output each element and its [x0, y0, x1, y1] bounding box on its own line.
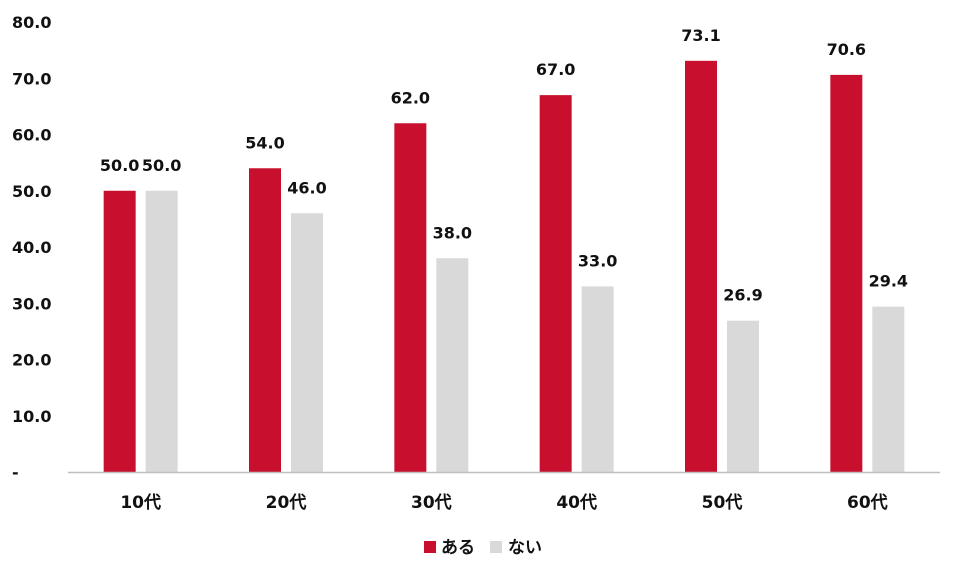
data-label: 26.9: [723, 286, 762, 305]
legend-swatch: [424, 541, 436, 553]
bar-nai: [291, 213, 323, 472]
x-tick-label: 10代: [120, 492, 161, 513]
y-tick-label: 80.0: [12, 13, 51, 32]
bar-aru: [830, 74, 863, 472]
data-label: 54.0: [245, 133, 284, 152]
y-axis: - 10.0 20.0 30.0 40.0 50.0 60.0 70.0 80.0: [12, 13, 51, 482]
bar-nai: [436, 258, 469, 472]
y-tick-label: -: [12, 463, 19, 482]
y-tick-label: 50.0: [12, 182, 51, 201]
bar-nai: [145, 190, 178, 472]
data-label: 46.0: [287, 178, 326, 197]
x-tick-label: 30代: [411, 492, 452, 513]
legend: ある ない: [424, 538, 542, 558]
data-label: 73.1: [681, 26, 720, 45]
bar-aru: [394, 123, 427, 472]
bar-aru: [249, 168, 281, 472]
y-tick-label: 20.0: [12, 351, 51, 370]
data-label: 62.0: [391, 88, 430, 107]
x-axis: 10代 20代 30代 40代 50代 60代: [120, 492, 887, 513]
x-tick-label: 50代: [702, 492, 743, 513]
data-label: 33.0: [578, 251, 617, 270]
bar-aru: [103, 190, 136, 472]
x-tick-label: 40代: [556, 492, 597, 513]
bars-area: 50.0 50.0 54.0 46.0 62.0 38.0 67.0 33.0 73.1 26.9…: [100, 26, 908, 472]
legend-label: ある: [441, 538, 475, 558]
data-label: 50.0: [100, 156, 139, 175]
data-label: 29.4: [869, 272, 908, 291]
x-tick-label: 20代: [266, 492, 307, 513]
y-tick-label: 60.0: [12, 126, 51, 145]
y-tick-label: 70.0: [12, 69, 51, 88]
bar-nai: [872, 306, 905, 472]
x-tick-label: 60代: [847, 492, 888, 513]
bar-aru: [539, 95, 572, 472]
data-label: 38.0: [433, 223, 472, 242]
bar-aru: [685, 60, 717, 472]
data-label: 67.0: [536, 60, 575, 79]
y-tick-label: 30.0: [12, 294, 51, 313]
bar-nai: [581, 286, 614, 472]
data-label: 70.6: [827, 40, 866, 59]
y-tick-label: 10.0: [12, 407, 51, 426]
bar-nai: [727, 320, 759, 472]
legend-swatch: [490, 541, 502, 553]
data-label: 50.0: [142, 156, 181, 175]
y-tick-label: 40.0: [12, 238, 51, 257]
legend-label: ない: [508, 538, 542, 558]
